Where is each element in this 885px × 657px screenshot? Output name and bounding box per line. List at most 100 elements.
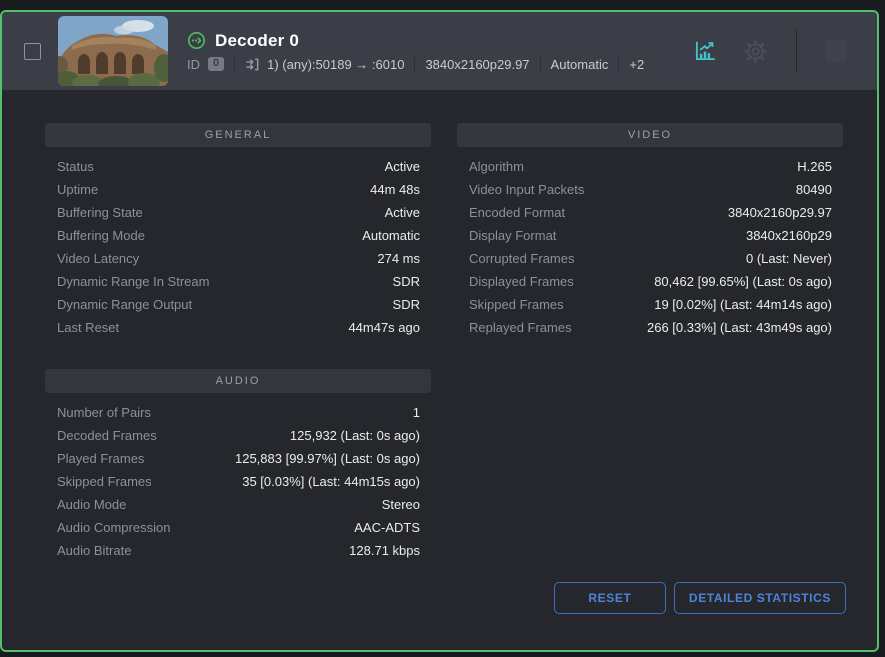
meta-divider <box>234 56 236 72</box>
stat-value: 0 (Last: Never) <box>746 251 832 266</box>
stat-row: Uptime 44m 48s <box>45 178 431 201</box>
stat-label: Number of Pairs <box>57 405 151 420</box>
stat-label: Encoded Format <box>469 205 566 220</box>
stat-value: 125,883 [99.97%] (Last: 0s ago) <box>234 451 420 466</box>
header-actions <box>692 30 847 72</box>
buffering-mode: Automatic <box>550 56 609 72</box>
audio-panel-title: AUDIO <box>45 369 431 393</box>
general-panel: GENERAL Status Active Uptime 44m 48s Buffe… <box>45 123 431 339</box>
stat-label: Display Format <box>469 228 557 243</box>
stat-value: 80490 <box>795 182 832 197</box>
action-buttons: RESET DETAILED STATISTICS <box>553 582 846 614</box>
stat-row: Audio Compression AAC-ADTS <box>45 516 431 539</box>
stat-value: SDR <box>392 297 420 312</box>
stat-value: AAC-ADTS <box>354 520 420 535</box>
stat-row: Dynamic Range Output SDR <box>45 293 431 316</box>
stat-label: Audio Compression <box>57 520 171 535</box>
meta-divider <box>539 56 541 72</box>
stat-value: Active <box>384 159 420 174</box>
stream-input-icon <box>245 57 260 72</box>
stat-row: Encoded Format 3840x2160p29.97 <box>457 201 843 224</box>
stat-value: Active <box>384 205 420 220</box>
stat-value: 80,462 [99.65%] (Last: 0s ago) <box>654 274 832 289</box>
stat-value: 1 <box>412 405 420 420</box>
stat-row: Audio Bitrate 128.71 kbps <box>45 539 431 562</box>
statistics-body: GENERAL Status Active Uptime 44m 48s Buffe… <box>2 90 877 562</box>
stat-label: Skipped Frames <box>469 297 564 312</box>
stat-label: Played Frames <box>57 451 145 466</box>
stat-label: Algorithm <box>469 159 524 174</box>
select-checkbox[interactable] <box>24 42 41 60</box>
id-label: ID <box>187 56 200 72</box>
stat-value: 35 [0.03%] (Last: 44m15s ago) <box>242 474 420 489</box>
stat-row: Dynamic Range In Stream SDR <box>45 270 431 293</box>
stat-value: 274 ms <box>377 251 420 266</box>
stat-row: Last Reset 44m47s ago <box>45 316 431 339</box>
stat-label: Displayed Frames <box>469 274 574 289</box>
stat-value: 128.71 kbps <box>349 543 420 558</box>
stat-label: Decoded Frames <box>57 428 157 443</box>
stat-value: Automatic <box>362 228 420 243</box>
decoder-card: Decoder 0 ID 0 1) (any):50189 → :6010 <box>0 10 879 652</box>
stat-row: Skipped Frames 19 [0.02%] (Last: 44m14s a… <box>457 293 843 316</box>
stat-label: Video Input Packets <box>469 182 585 197</box>
stat-row: Displayed Frames 80,462 [99.65%] (Last: 0… <box>457 270 843 293</box>
stat-row: Number of Pairs 1 <box>45 401 431 424</box>
id-badge: 0 <box>208 57 225 71</box>
stat-row: Video Input Packets 80490 <box>457 178 843 201</box>
stat-label: Replayed Frames <box>469 320 572 335</box>
stat-value: Stereo <box>381 497 420 512</box>
stat-value: 44m 48s <box>370 182 420 197</box>
stat-value: 266 [0.33%] (Last: 43m49s ago) <box>646 320 832 335</box>
stat-label: Buffering State <box>57 205 143 220</box>
reset-button[interactable]: RESET <box>553 582 666 614</box>
stat-row: Played Frames 125,883 [99.97%] (Last: 0s … <box>45 447 431 470</box>
stat-label: Dynamic Range Output <box>57 297 193 312</box>
stat-label: Status <box>57 159 94 174</box>
stop-square-icon[interactable] <box>825 40 847 62</box>
video-preview-thumbnail[interactable] <box>58 16 168 86</box>
decoder-meta: ID 0 1) (any):50189 → :6010 3840x2160p29… <box>187 56 645 72</box>
extra-count-badge: +2 <box>629 56 645 72</box>
video-panel-title: VIDEO <box>457 123 843 147</box>
stream-resolution: 3840x2160p29.97 <box>425 56 530 72</box>
stat-value: SDR <box>392 274 420 289</box>
settings-gear-icon[interactable] <box>743 39 768 64</box>
general-panel-title: GENERAL <box>45 123 431 147</box>
stat-row: Audio Mode Stereo <box>45 493 431 516</box>
stat-row: Replayed Frames 266 [0.33%] (Last: 43m49s… <box>457 316 843 339</box>
stat-label: Last Reset <box>57 320 120 335</box>
detailed-statistics-button[interactable]: DETAILED STATISTICS <box>673 582 846 614</box>
stat-value: 3840x2160p29.97 <box>727 205 832 220</box>
decoder-title: Decoder 0 <box>215 30 300 50</box>
preview-image <box>58 16 168 86</box>
video-panel: VIDEO Algorithm H.265 Video Input Packets… <box>457 123 843 339</box>
stat-row: Corrupted Frames 0 (Last: Never) <box>457 247 843 270</box>
stat-label: Dynamic Range In Stream <box>57 274 210 289</box>
stat-row: Algorithm H.265 <box>457 155 843 178</box>
audio-panel: AUDIO Number of Pairs 1 Decoded Frames 125… <box>45 369 431 562</box>
meta-divider <box>618 56 620 72</box>
stat-row: Buffering State Active <box>45 201 431 224</box>
stat-row: Status Active <box>45 155 431 178</box>
stat-label: Uptime <box>57 182 99 197</box>
stat-value: 3840x2160p29 <box>745 228 832 243</box>
stat-row: Skipped Frames 35 [0.03%] (Last: 44m15s a… <box>45 470 431 493</box>
decoder-title-block: Decoder 0 ID 0 1) (any):50189 → :6010 <box>187 31 644 72</box>
stat-value: 19 [0.02%] (Last: 44m14s ago) <box>654 297 832 312</box>
header-divider <box>796 30 797 72</box>
stat-row: Video Latency 274 ms <box>45 247 431 270</box>
decoder-header: Decoder 0 ID 0 1) (any):50189 → :6010 <box>2 12 877 90</box>
active-stream-icon <box>187 31 206 50</box>
stat-label: Audio Bitrate <box>57 543 132 558</box>
stat-label: Video Latency <box>57 251 140 266</box>
stat-label: Corrupted Frames <box>469 251 575 266</box>
stat-value: 125,932 (Last: 0s ago) <box>289 428 420 443</box>
statistics-chart-icon[interactable] <box>692 38 718 64</box>
meta-divider <box>414 56 416 72</box>
stat-value: H.265 <box>797 159 832 174</box>
stat-value: 44m47s ago <box>348 320 420 335</box>
stat-row: Buffering Mode Automatic <box>45 224 431 247</box>
stat-label: Audio Mode <box>57 497 127 512</box>
stat-label: Skipped Frames <box>57 474 152 489</box>
